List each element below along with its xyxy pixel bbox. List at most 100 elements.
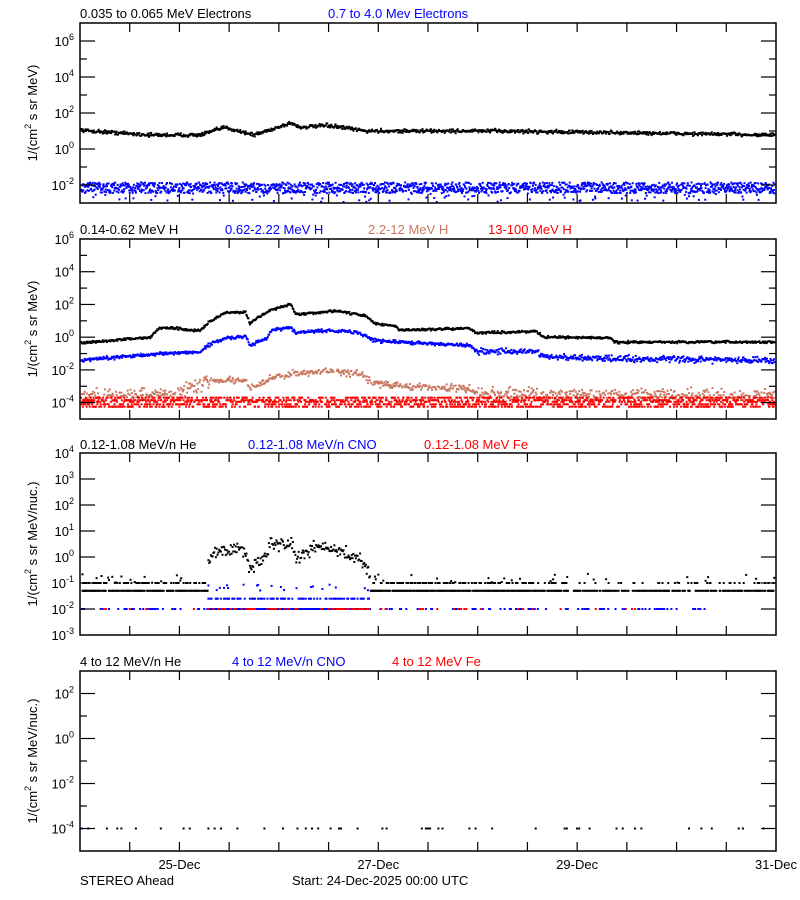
- data-point-series-2: [104, 193, 107, 196]
- data-point-series-2: [402, 340, 405, 343]
- data-point-series-2: [317, 328, 320, 331]
- data-point-series-2: [379, 187, 382, 190]
- data-point-series-2: [585, 184, 588, 187]
- data-point-series-1: [430, 131, 433, 134]
- data-point-series-2: [505, 187, 508, 190]
- data-point-series-2: [525, 351, 528, 354]
- data-point-series-2: [485, 188, 488, 191]
- data-point-series-2: [733, 359, 736, 362]
- data-point-series-1: [192, 329, 195, 332]
- data-point-series-1: [415, 329, 418, 332]
- data-point-series-2: [574, 356, 577, 359]
- data-point-series-1: [340, 125, 343, 128]
- data-point-series-2: [274, 186, 277, 189]
- data-point-series-2: [422, 188, 425, 191]
- y-tick-label: 106: [55, 32, 74, 49]
- data-point-series-2: [359, 190, 362, 193]
- data-point-series-2: [579, 190, 581, 193]
- data-point-series-2: [726, 359, 729, 362]
- data-point-series-2: [618, 355, 621, 358]
- data-point-series-2: [125, 186, 128, 189]
- data-point-series-1: [627, 339, 630, 342]
- data-point-series-1: [479, 129, 482, 132]
- data-point-series-3: [264, 382, 266, 385]
- data-point-series-2: [418, 340, 421, 343]
- data-point-series-2: [106, 182, 109, 185]
- data-point-series-2: [237, 189, 240, 192]
- data-point-series-2: [110, 357, 113, 360]
- data-point-series-2: [623, 189, 626, 191]
- data-point-series-1: [219, 128, 222, 131]
- data-point-series-2: [103, 185, 106, 188]
- data-point-series-2: [555, 354, 558, 357]
- data-point-series-2: [708, 189, 711, 192]
- data-point-series-2: [752, 190, 755, 193]
- data-point-series-1: [562, 130, 565, 133]
- data-point-series-2: [526, 185, 529, 188]
- data-point-series-1: [485, 130, 488, 133]
- data-point-series-1: [328, 124, 331, 127]
- data-point-series-2: [587, 184, 590, 187]
- data-point-series-2: [369, 339, 372, 341]
- data-point-series-2: [663, 356, 666, 358]
- data-point-series-2: [260, 188, 262, 190]
- data-point-series-2: [624, 187, 627, 190]
- data-point-series-3: [83, 392, 86, 395]
- data-point-series-2: [450, 183, 453, 186]
- data-point-series-1: [529, 130, 532, 132]
- data-point-series-2: [457, 189, 460, 192]
- data-point-series-1: [414, 128, 417, 131]
- data-point-series-1: [104, 131, 107, 134]
- data-point-series-2: [554, 356, 557, 359]
- data-point-series-2: [759, 191, 762, 194]
- data-point-series-2: [711, 185, 714, 187]
- data-point-series-2: [369, 337, 371, 340]
- data-point-series-2: [737, 192, 740, 194]
- data-point-series-2: [91, 181, 94, 184]
- data-point-series-3: [273, 377, 276, 380]
- data-point-series-2: [728, 190, 731, 193]
- data-point-series-2: [377, 186, 380, 189]
- data-point-series-2: [728, 359, 730, 361]
- data-point-series-2: [345, 190, 347, 193]
- data-point-series-2: [295, 185, 298, 188]
- data-point-series-3: [240, 379, 243, 382]
- data-point-series-1: [451, 128, 454, 131]
- data-point-series-1: [643, 131, 646, 134]
- data-point-series-3: [113, 400, 116, 403]
- data-point-series-1: [490, 331, 493, 334]
- data-point-series-2: [275, 183, 278, 186]
- data-point-series-2: [681, 182, 684, 185]
- data-point-series-1: [85, 340, 88, 343]
- data-point-series-2: [388, 185, 391, 188]
- data-point-series-2: [644, 186, 647, 188]
- data-point-series-1: [576, 337, 579, 340]
- data-point-series-2: [614, 359, 617, 362]
- data-point-series-2: [434, 182, 437, 185]
- data-point-series-2: [628, 183, 631, 186]
- data-point-series-2: [335, 187, 338, 190]
- data-point-series-1: [625, 131, 628, 133]
- data-point-series-2: [658, 357, 661, 360]
- data-point-series-2: [468, 186, 471, 189]
- data-point-series-2: [287, 326, 290, 328]
- data-point-series-2: [565, 183, 568, 186]
- data-point-series-1: [315, 126, 318, 129]
- data-point-series-3: [205, 375, 208, 378]
- y-tick-exponent: 6: [69, 32, 74, 42]
- data-point-series-1: [513, 129, 516, 132]
- data-point-series-2: [625, 181, 627, 184]
- data-point-series-2: [683, 193, 686, 196]
- data-point-series-2: [485, 352, 487, 355]
- data-point-series-2: [475, 185, 478, 188]
- data-point-series-2: [488, 181, 491, 184]
- data-point-series-2: [618, 185, 620, 188]
- data-point-series-1: [182, 328, 185, 331]
- data-point-series-2: [112, 191, 115, 194]
- data-point-series-1: [407, 329, 409, 332]
- data-point-series-2: [517, 182, 520, 185]
- data-point-series-2: [381, 187, 383, 190]
- data-point-series-2: [263, 191, 266, 194]
- data-point-series-2: [594, 197, 597, 200]
- data-point-series-2: [292, 191, 295, 194]
